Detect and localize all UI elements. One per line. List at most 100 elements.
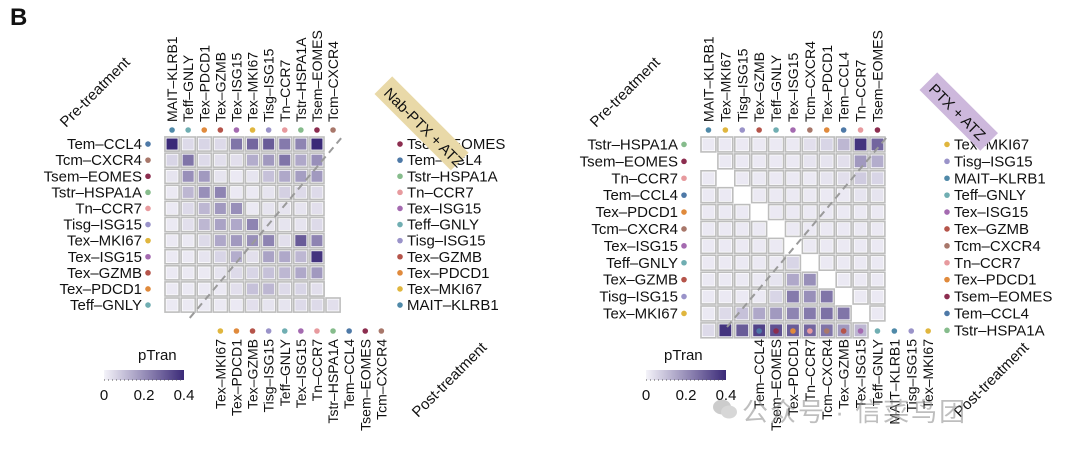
heatmap-cell (263, 235, 275, 247)
top-state-label: Tex–PDCD1 (819, 45, 835, 122)
bottom-state-dot (233, 328, 240, 334)
heatmap-cell (719, 206, 732, 218)
post-state-label: Teff–GNLY (954, 187, 1026, 204)
heatmap-cell (702, 239, 715, 252)
heatmap-cell (753, 239, 766, 252)
heatmap-panel-2: Tstr–HSPA1ATsem–EOMESTn–CCR7Tem–CCL4Tex–… (580, 30, 1053, 431)
post-state-dot (397, 173, 403, 180)
heatmap-cell (230, 202, 242, 214)
bottom-state-label: Tex–GZMB (836, 339, 852, 409)
heatmap-cell (214, 138, 226, 150)
pre-state-dot (681, 276, 687, 283)
heatmap-cell (182, 235, 194, 247)
top-state-dot (314, 127, 320, 133)
heatmap-cell (182, 219, 194, 231)
heatmap-cell (214, 251, 226, 263)
top-state-dot (217, 127, 224, 133)
heatmap-cell (702, 172, 715, 185)
heatmap-cell (279, 170, 291, 182)
pre-state-dot (145, 221, 151, 228)
pre-state-label: Teff–GNLY (606, 255, 678, 272)
heatmap-cell (214, 202, 226, 214)
bottom-state-label: Tisg–ISG15 (261, 339, 277, 413)
heatmap-cell (198, 138, 210, 150)
legend-title: pTran (664, 347, 703, 364)
pre-state-label: Tsem–EOMES (580, 153, 678, 170)
heatmap-cell (871, 239, 884, 252)
heatmap-cell (702, 223, 715, 235)
bottom-state-label: Tcm–CXCR4 (373, 339, 389, 420)
post-state-dot (944, 158, 950, 165)
heatmap-cell (247, 251, 259, 263)
top-state-dot (790, 127, 796, 133)
pre-state-label: Teff–GNLY (70, 297, 142, 314)
heatmap-cell (166, 170, 178, 182)
bottom-state-label: MAIT–KLRB1 (886, 339, 902, 425)
heatmap-cell (311, 154, 323, 166)
heatmap-cell (820, 172, 833, 185)
heatmap-cell (279, 202, 291, 214)
pre-state-dot (681, 259, 687, 266)
heatmap-cell (182, 251, 194, 263)
heatmap-cell (182, 170, 194, 182)
pre-state-label: Tem–CCL4 (603, 187, 678, 204)
post-state-label: Tcm–CXCR4 (954, 238, 1041, 255)
heatmap-cell (820, 138, 833, 151)
heatmap-cell (803, 155, 816, 168)
pre-state-label: Tisg–ISG15 (63, 217, 142, 234)
heatmap-cell (702, 189, 715, 202)
heatmap-cell (854, 172, 867, 185)
heatmap-cell (837, 273, 850, 286)
colorbar-tick-label: 0.2 (134, 387, 155, 404)
heatmap-cell (719, 324, 732, 337)
post-state-dot (397, 221, 403, 228)
heatmap-cell (736, 206, 749, 218)
panel-letter: B (10, 4, 28, 31)
post-state-label: Tex–GZMB (954, 221, 1029, 238)
heatmap-cell (787, 223, 799, 235)
heatmap-cell (854, 189, 867, 202)
top-state-dot (298, 127, 304, 133)
post-state-label: Tem–CCL4 (954, 305, 1029, 322)
post-state-dot (944, 293, 950, 300)
heatmap-cell (753, 223, 766, 235)
heatmap-cell (198, 299, 210, 311)
heatmap-cell (803, 223, 816, 235)
heatmap-cell (753, 273, 766, 286)
bottom-state-dot (756, 328, 762, 334)
heatmap-cell (736, 256, 749, 269)
heatmap-cell (263, 267, 275, 279)
heatmap-cell (820, 290, 833, 303)
heatmap-cell (770, 206, 782, 218)
colorbar (646, 370, 726, 380)
heatmap-cell (311, 138, 323, 150)
bottom-state-dot (281, 328, 288, 334)
bottom-state-dot (265, 328, 272, 334)
heatmap-cell (295, 283, 307, 295)
top-state-dot (265, 127, 272, 133)
post-state-dot (397, 189, 403, 196)
pre-state-label: Tn–CCR7 (611, 170, 678, 187)
top-state-dot (281, 127, 288, 133)
pre-state-dot (681, 293, 687, 300)
heatmap-cell (182, 299, 194, 311)
heatmap-cell (263, 138, 275, 150)
heatmap-cell (736, 155, 749, 168)
post-state-dot (397, 157, 403, 163)
heatmap-cell (719, 223, 732, 235)
heatmap-cell (753, 155, 766, 168)
post-state-label: Tisg–ISG15 (407, 233, 486, 250)
heatmap-cell (198, 267, 210, 279)
bottom-state-dot (249, 328, 256, 334)
top-state-label: Teff–GNLY (180, 54, 196, 122)
post-state-label: Tex–ISG15 (954, 204, 1028, 221)
heatmap-cell (166, 219, 178, 231)
heatmap-cell (230, 235, 242, 247)
top-state-dot (330, 127, 336, 133)
heatmap-cell (295, 170, 307, 182)
heatmap-cell (837, 155, 850, 168)
top-state-dot (773, 127, 779, 133)
post-state-label: Tex–ISG15 (407, 200, 481, 217)
heatmap-cell (182, 138, 194, 150)
